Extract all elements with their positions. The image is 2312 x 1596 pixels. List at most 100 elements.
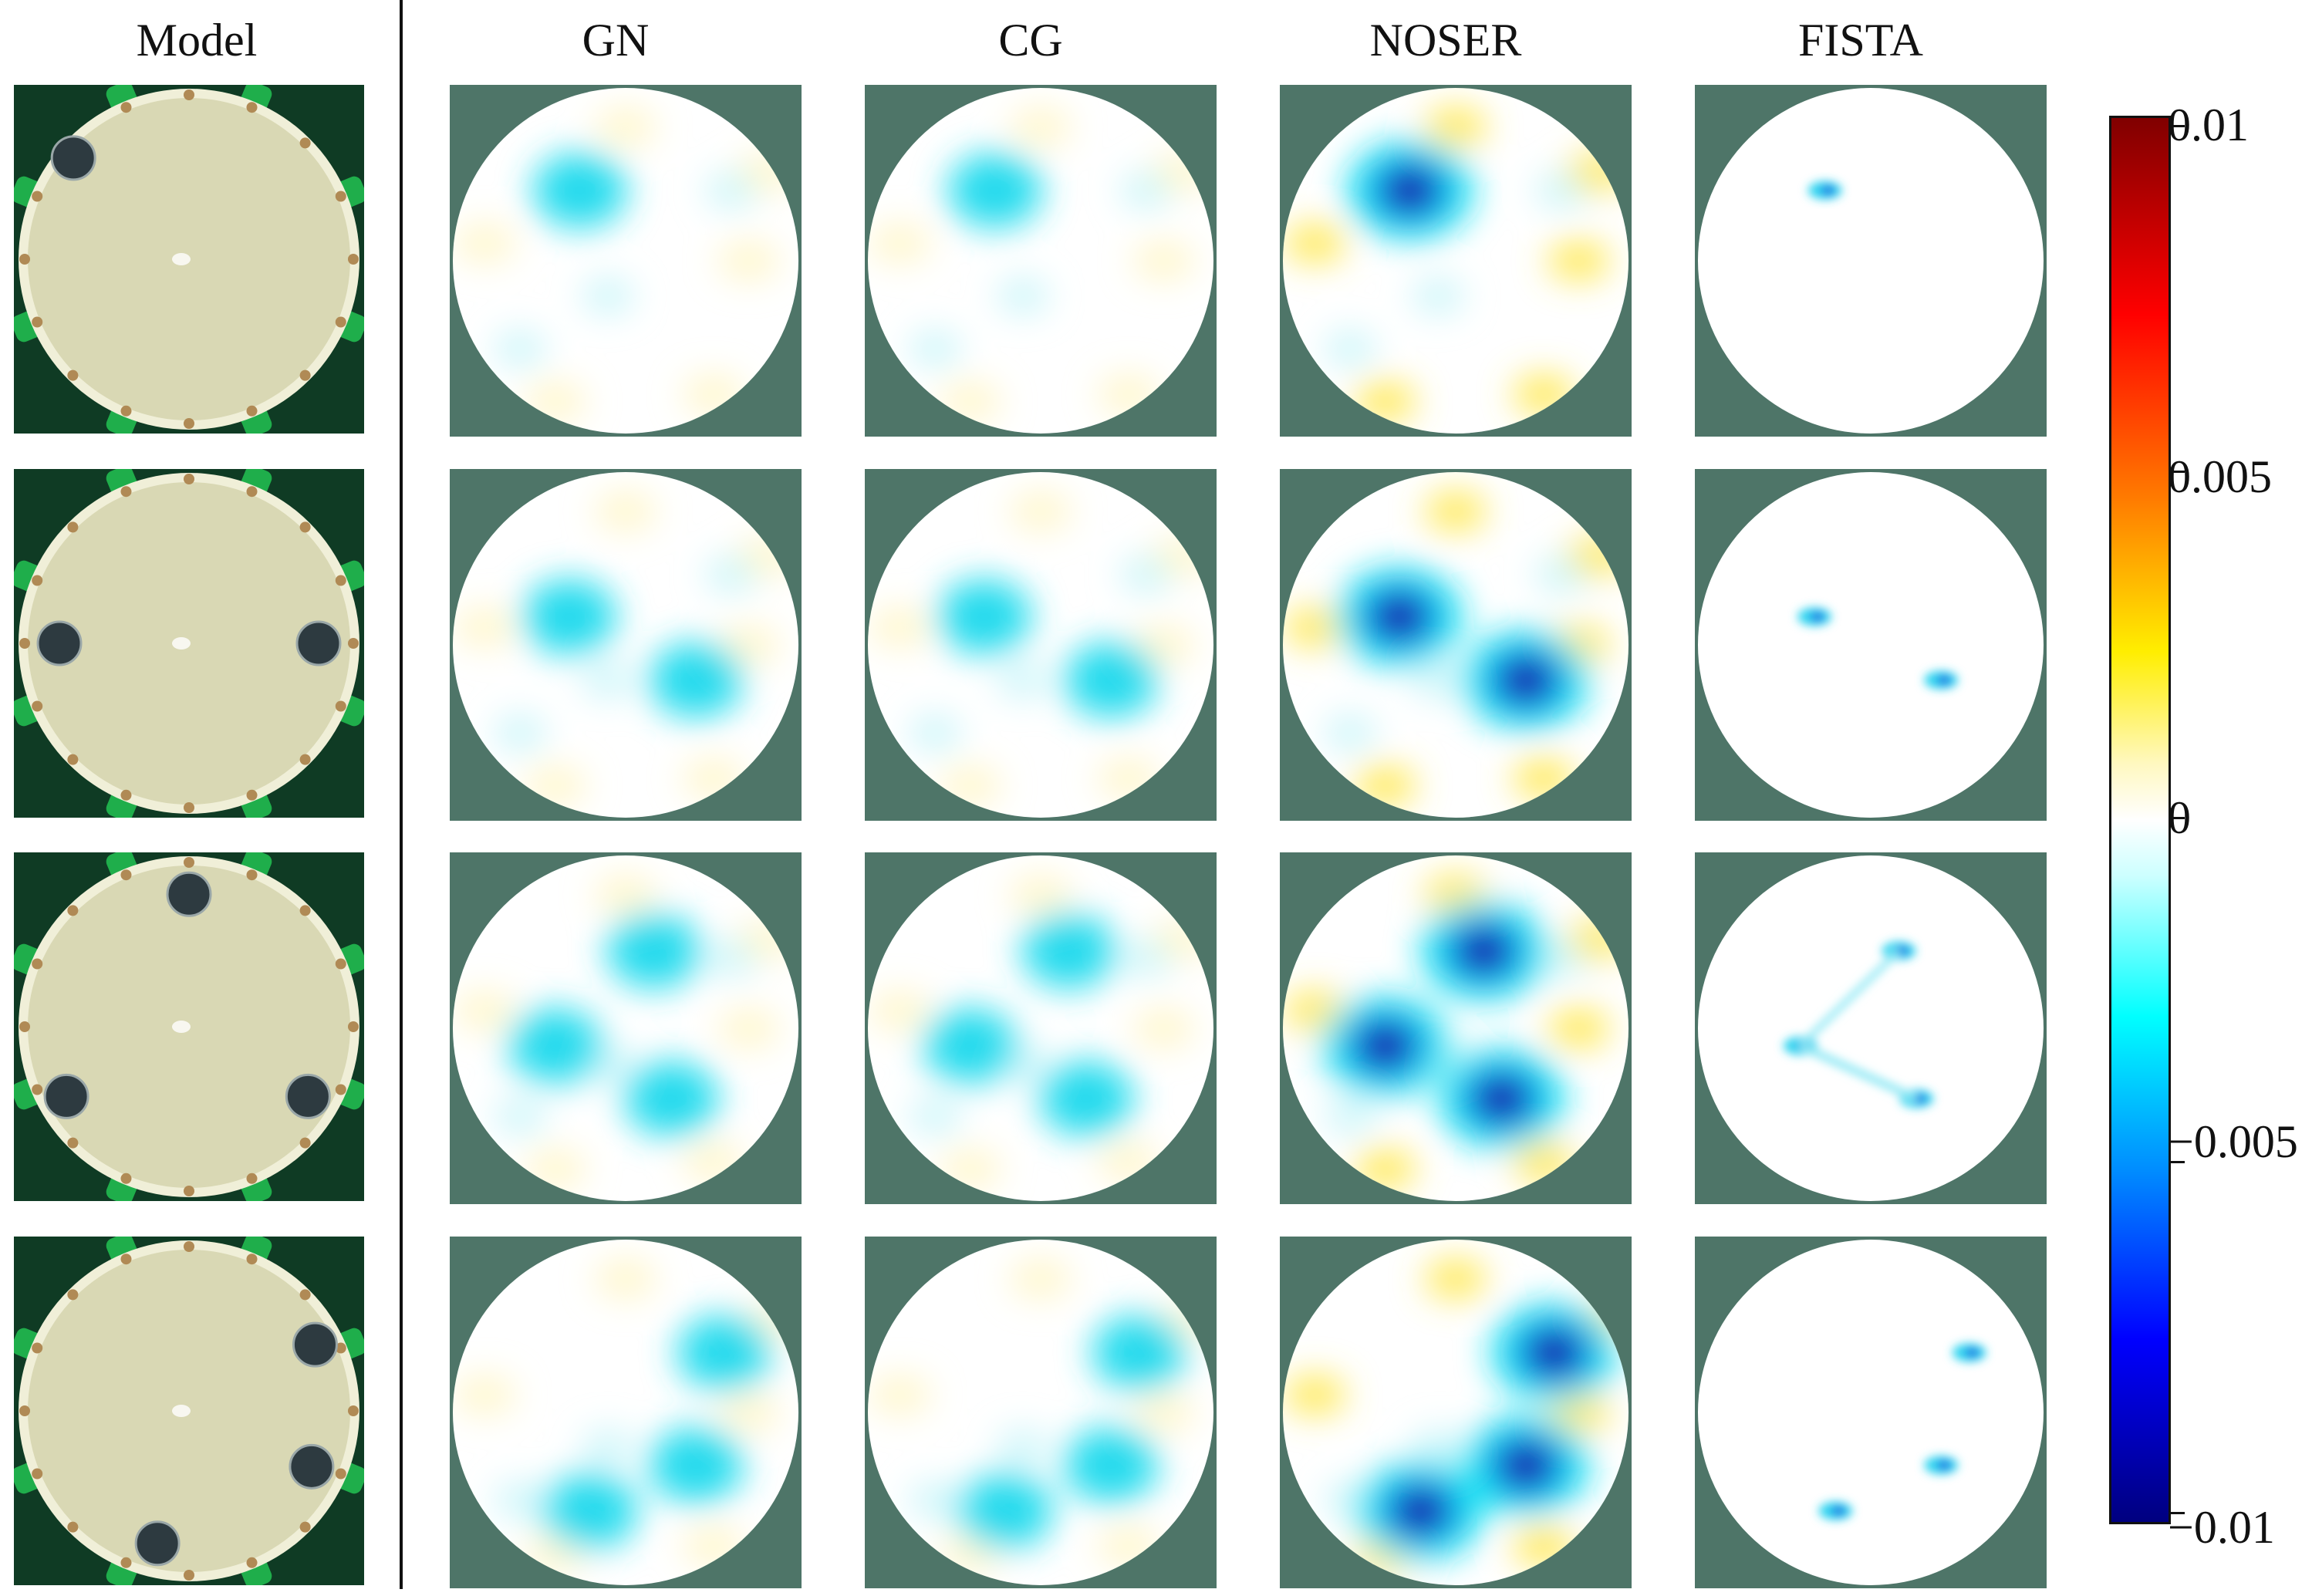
reconstruction-fista	[1695, 469, 2047, 821]
reconstruction-image	[868, 472, 1213, 818]
colorbar-label-half-max: 0.005	[2168, 451, 2272, 502]
reconstruction-cg	[865, 469, 1217, 821]
electrode	[32, 700, 43, 712]
electrode	[32, 575, 43, 586]
electrode	[184, 89, 194, 100]
electrode	[19, 1021, 30, 1032]
reconstruction-noser	[1280, 852, 1632, 1204]
calibration-weight	[166, 871, 212, 917]
colorbar-tick	[2171, 1512, 2185, 1514]
tank-photo-image	[14, 469, 364, 818]
electrode	[299, 1521, 311, 1533]
electrode	[299, 137, 311, 149]
reconstruction-gn	[450, 1237, 802, 1588]
reconstruction-gn	[450, 852, 802, 1204]
electrode	[67, 521, 79, 533]
electrode	[246, 1254, 258, 1265]
electrode	[67, 905, 79, 916]
electrode	[120, 1557, 132, 1568]
reconstruction-gn	[450, 85, 802, 437]
calibration-weight	[134, 1520, 181, 1567]
reconstruction-image	[1698, 472, 2044, 818]
electrode	[19, 1405, 30, 1416]
electrode	[335, 316, 346, 328]
colorbar-label-max: 0.01	[2168, 100, 2249, 150]
reconstruction-image	[1698, 88, 2044, 434]
electrode	[32, 958, 43, 970]
reconstruction-noser	[1280, 469, 1632, 821]
electrode	[32, 316, 43, 328]
model-photo	[14, 1237, 364, 1585]
electrode	[67, 1289, 79, 1301]
reconstruction-fista	[1695, 852, 2047, 1204]
electrode	[246, 102, 258, 113]
electrode	[348, 1405, 359, 1416]
model-photo	[14, 469, 364, 818]
colorbar-tick	[2171, 817, 2185, 819]
electrode	[67, 1521, 79, 1533]
electrode	[120, 1254, 132, 1265]
electrode	[19, 638, 30, 649]
electrode	[32, 191, 43, 202]
column-title-fista: FISTA	[1798, 15, 1923, 66]
electrode	[67, 1137, 79, 1149]
electrode	[246, 1557, 258, 1568]
electrode	[32, 1342, 43, 1354]
reconstruction-image	[868, 1240, 1213, 1585]
electrode	[184, 857, 194, 868]
electrode	[246, 405, 258, 417]
tank-photo-image	[14, 852, 364, 1201]
reconstruction-fista	[1695, 85, 2047, 437]
reconstruction-image	[1283, 1240, 1629, 1585]
colorbar-label-half-min: −0.005	[2168, 1116, 2298, 1167]
electrode	[184, 802, 194, 813]
electrode	[120, 102, 132, 113]
reconstruction-image	[1698, 1240, 2044, 1585]
colorbar-tick	[2171, 125, 2185, 127]
tank-photo-image	[14, 85, 364, 434]
column-title-noser: NOSER	[1369, 15, 1522, 66]
reconstruction-image	[868, 88, 1213, 434]
calibration-weight	[43, 1073, 89, 1119]
column-title-model: Model	[136, 15, 258, 66]
electrode	[246, 486, 258, 498]
electrode	[335, 1468, 346, 1480]
calibration-weight	[295, 620, 342, 666]
electrode	[299, 1289, 311, 1301]
reconstruction-cg	[865, 852, 1217, 1204]
column-divider	[400, 0, 403, 1589]
reconstruction-cg	[865, 1237, 1217, 1588]
calibration-weight	[50, 135, 96, 181]
electrode	[184, 1241, 194, 1252]
electrode	[335, 700, 346, 712]
electrode	[19, 254, 30, 265]
column-title-cg: CG	[998, 15, 1063, 66]
electrode	[299, 369, 311, 381]
colorbar-tick	[2171, 471, 2185, 473]
colorbar-label-min: −0.01	[2168, 1502, 2275, 1553]
reconstruction-fista	[1695, 1237, 2047, 1588]
column-title-gn: GN	[582, 15, 650, 66]
electrode	[348, 638, 359, 649]
calibration-weight	[292, 1321, 338, 1368]
electrode	[335, 1084, 346, 1095]
electrode	[120, 869, 132, 881]
colorbar	[2109, 116, 2171, 1524]
colorbar-tick	[2171, 1161, 2185, 1163]
electrode	[246, 869, 258, 881]
electrode	[348, 1021, 359, 1032]
electrode	[67, 369, 79, 381]
reconstruction-gn	[450, 469, 802, 821]
reconstruction-image	[1283, 88, 1629, 434]
colorbar-label-zero: 0	[2168, 792, 2191, 843]
electrode	[67, 754, 79, 765]
electrode	[335, 191, 346, 202]
reconstruction-image	[453, 855, 798, 1201]
electrode	[184, 1186, 194, 1196]
electrode	[184, 418, 194, 429]
model-photo	[14, 852, 364, 1201]
electrode	[184, 1570, 194, 1581]
reconstruction-image	[453, 88, 798, 434]
reconstruction-image	[453, 472, 798, 818]
calibration-weight	[285, 1073, 331, 1119]
